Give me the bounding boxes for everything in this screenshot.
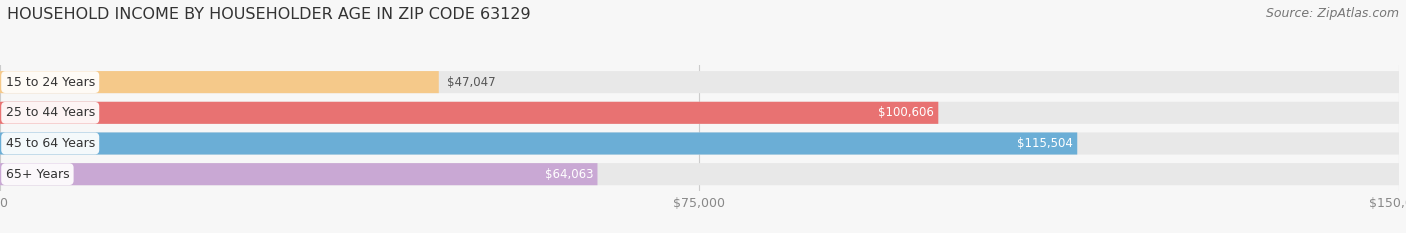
Text: 25 to 44 Years: 25 to 44 Years (6, 106, 94, 119)
Text: $115,504: $115,504 (1017, 137, 1073, 150)
FancyBboxPatch shape (0, 71, 439, 93)
Text: HOUSEHOLD INCOME BY HOUSEHOLDER AGE IN ZIP CODE 63129: HOUSEHOLD INCOME BY HOUSEHOLDER AGE IN Z… (7, 7, 530, 22)
Text: $100,606: $100,606 (879, 106, 934, 119)
FancyBboxPatch shape (0, 102, 1399, 124)
Text: $64,063: $64,063 (544, 168, 593, 181)
FancyBboxPatch shape (0, 102, 938, 124)
Text: 45 to 64 Years: 45 to 64 Years (6, 137, 94, 150)
Text: 15 to 24 Years: 15 to 24 Years (6, 76, 94, 89)
FancyBboxPatch shape (0, 163, 1399, 185)
Text: Source: ZipAtlas.com: Source: ZipAtlas.com (1265, 7, 1399, 20)
FancyBboxPatch shape (0, 163, 598, 185)
Text: 65+ Years: 65+ Years (6, 168, 69, 181)
Text: $47,047: $47,047 (447, 76, 496, 89)
FancyBboxPatch shape (0, 132, 1077, 154)
FancyBboxPatch shape (0, 71, 1399, 93)
FancyBboxPatch shape (0, 132, 1399, 154)
